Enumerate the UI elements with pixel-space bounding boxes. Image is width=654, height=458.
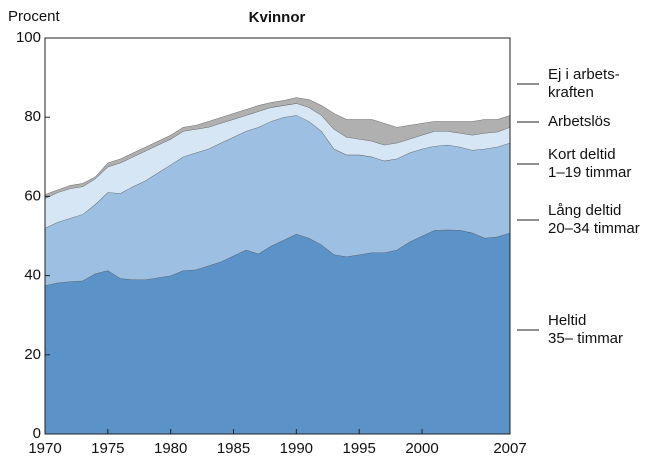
y-tick-label: 20 bbox=[24, 346, 41, 363]
x-tick-label: 1995 bbox=[343, 440, 376, 457]
area bbox=[45, 38, 510, 195]
x-tick-label: 1980 bbox=[154, 440, 187, 457]
y-axis-label: Procent bbox=[8, 8, 61, 25]
legend-label: Ej i arbets- kraften bbox=[548, 66, 620, 101]
area bbox=[45, 115, 510, 286]
y-tick-label: 0 bbox=[33, 425, 41, 442]
area bbox=[45, 229, 510, 434]
legend-label: Arbetslös bbox=[548, 113, 611, 130]
x-tick-label: 1970 bbox=[28, 440, 61, 457]
y-tick-label: 80 bbox=[24, 108, 41, 125]
area bbox=[45, 103, 510, 229]
x-tick-label: 1975 bbox=[91, 440, 124, 457]
x-tick-label: 2000 bbox=[405, 440, 438, 457]
legend-label: Heltid 35– timmar bbox=[548, 312, 624, 347]
x-tick-label: 1990 bbox=[280, 440, 313, 457]
y-tick-label: 60 bbox=[24, 187, 41, 204]
y-tick-label: 100 bbox=[16, 29, 41, 46]
legend-label: Lång deltid 20–34 timmar bbox=[548, 202, 640, 237]
plot-frame bbox=[44, 37, 511, 435]
x-tick-label: 1985 bbox=[217, 440, 250, 457]
legend-label: Kort deltid 1–19 timmar bbox=[548, 146, 632, 181]
chart-title: Kvinnor bbox=[249, 9, 306, 26]
x-tick-label: 2007 bbox=[493, 440, 526, 457]
y-tick-label: 40 bbox=[24, 267, 41, 284]
